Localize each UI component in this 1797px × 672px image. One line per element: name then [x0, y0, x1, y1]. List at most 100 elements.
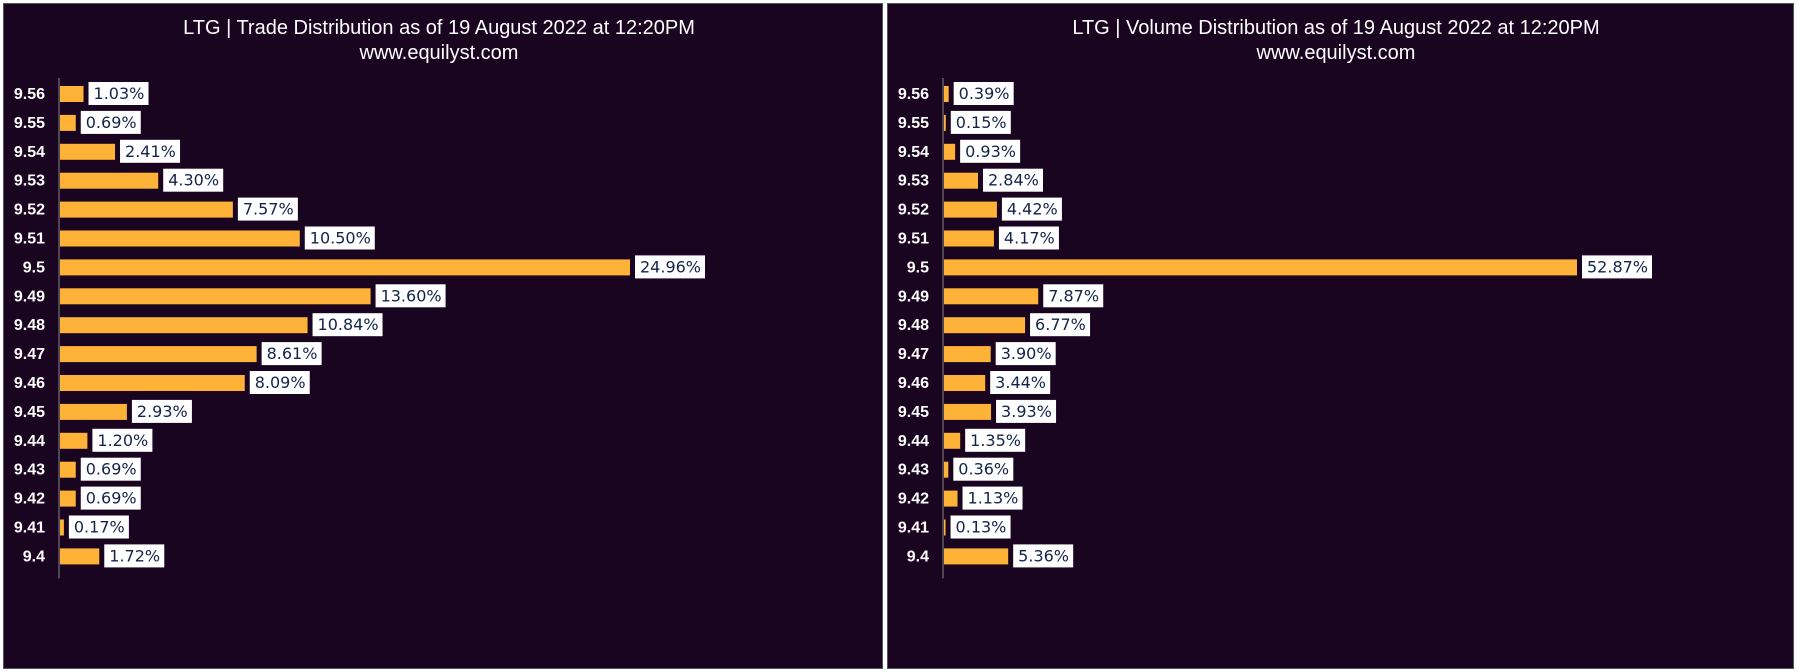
data-label-box: [80, 110, 141, 134]
data-label: 4.17%: [998, 226, 1059, 250]
data-label-box: [983, 168, 1044, 192]
data-label-text: 2.41%: [125, 142, 176, 161]
chart-subtitle: www.equilyst.com: [359, 42, 519, 64]
data-label-text: 4.30%: [168, 171, 219, 190]
bar: [944, 432, 961, 449]
data-label-text: 1.03%: [94, 84, 145, 103]
data-label-box: [80, 457, 141, 481]
bar: [944, 490, 958, 507]
data-label-box: [953, 82, 1014, 105]
data-label-text: 0.39%: [959, 84, 1010, 103]
data-label: 0.69%: [80, 486, 141, 510]
y-tick-label: 9.51: [898, 231, 929, 248]
data-label-text: 7.57%: [243, 200, 294, 219]
y-tick-label: 9.4: [907, 548, 929, 565]
y-tick-label: 9.44: [898, 433, 929, 450]
y-tick-label: 9.52: [14, 202, 45, 219]
data-label: 0.17%: [68, 515, 129, 539]
data-label-text: 13.60%: [381, 286, 442, 305]
bar: [944, 346, 991, 363]
y-tick-label: 9.43: [898, 462, 929, 479]
data-label: 7.87%: [1043, 284, 1104, 308]
y-tick-label: 9.54: [898, 144, 929, 161]
y-tick-label: 9.55: [14, 115, 45, 132]
data-label-text: 10.84%: [318, 315, 379, 334]
y-tick-label: 9.51: [14, 231, 45, 248]
bar: [944, 259, 1577, 276]
data-label-box: [249, 371, 310, 394]
data-label: 2.84%: [983, 168, 1044, 192]
y-tick-label: 9.41: [14, 520, 45, 537]
y-tick-label: 9.45: [898, 404, 929, 421]
data-label-box: [1013, 544, 1074, 568]
data-label-text: 3.93%: [1001, 402, 1052, 421]
y-tick-label: 9.55: [898, 115, 929, 132]
data-label-box: [950, 515, 1011, 539]
data-label-box: [635, 255, 705, 279]
data-label-box: [131, 399, 192, 423]
bar: [60, 346, 257, 363]
y-tick-label: 9.49: [14, 288, 45, 305]
data-label-text: 0.69%: [86, 489, 137, 508]
data-label-box: [80, 486, 141, 510]
trade-distribution-panel: LTG | Trade Distribution as of 19 August…: [3, 3, 883, 669]
bar: [60, 432, 88, 449]
bar: [944, 288, 1039, 305]
data-label-text: 0.17%: [74, 518, 125, 537]
bar: [944, 317, 1026, 334]
bar: [944, 86, 949, 102]
data-label-box: [950, 110, 1011, 134]
volume-distribution-panel: LTG | Volume Distribution as of 19 Augus…: [887, 3, 1794, 669]
data-label-text: 3.44%: [995, 373, 1046, 392]
y-tick-label: 9.4: [23, 548, 45, 565]
data-label-text: 0.69%: [86, 460, 137, 479]
data-label-text: 1.72%: [109, 546, 160, 565]
bar: [944, 114, 946, 131]
data-label: 6.77%: [1030, 313, 1091, 337]
data-label-box: [965, 428, 1026, 452]
chart-title: LTG | Volume Distribution as of 19 Augus…: [1072, 17, 1599, 39]
bar: [60, 317, 308, 334]
bar: [60, 461, 76, 478]
data-label: 13.60%: [375, 284, 446, 308]
data-label: 0.15%: [950, 110, 1011, 134]
data-label-text: 4.17%: [1004, 229, 1055, 248]
bar: [60, 172, 159, 189]
data-label: 2.41%: [120, 139, 181, 163]
data-label: 10.50%: [304, 226, 375, 250]
data-label: 0.39%: [953, 82, 1014, 105]
data-label-text: 5.36%: [1018, 546, 1069, 565]
data-label: 0.69%: [80, 110, 141, 134]
y-tick-label: 9.42: [14, 491, 45, 508]
bar: [60, 548, 100, 565]
bar: [60, 201, 233, 218]
data-label-box: [120, 139, 181, 163]
bar: [60, 519, 64, 536]
chart-subtitle: www.equilyst.com: [1256, 42, 1416, 64]
bar: [944, 519, 946, 536]
data-label-text: 4.42%: [1007, 200, 1058, 219]
data-label: 0.36%: [953, 457, 1014, 481]
data-label-box: [375, 284, 446, 308]
bar: [944, 461, 949, 478]
y-tick-label: 9.47: [898, 346, 929, 363]
data-label-text: 3.90%: [1001, 344, 1052, 363]
y-tick-label: 9.42: [898, 491, 929, 508]
y-tick-label: 9.49: [898, 288, 929, 305]
data-label-text: 0.36%: [958, 460, 1009, 479]
data-label-box: [960, 139, 1021, 163]
bar: [944, 375, 986, 391]
data-label-box: [990, 371, 1051, 394]
data-label: 1.72%: [104, 544, 165, 568]
y-tick-label: 9.46: [898, 375, 929, 392]
data-label-box: [304, 226, 375, 250]
bar: [60, 259, 630, 276]
data-label-box: [1030, 313, 1091, 337]
data-label-box: [1001, 197, 1062, 221]
trade-distribution-chart: LTG | Trade Distribution as of 19 August…: [14, 17, 705, 579]
data-label: 1.13%: [962, 486, 1023, 510]
bar: [60, 230, 300, 247]
data-label: 24.96%: [635, 255, 705, 279]
bar: [60, 114, 76, 131]
y-tick-label: 9.5: [907, 259, 929, 276]
